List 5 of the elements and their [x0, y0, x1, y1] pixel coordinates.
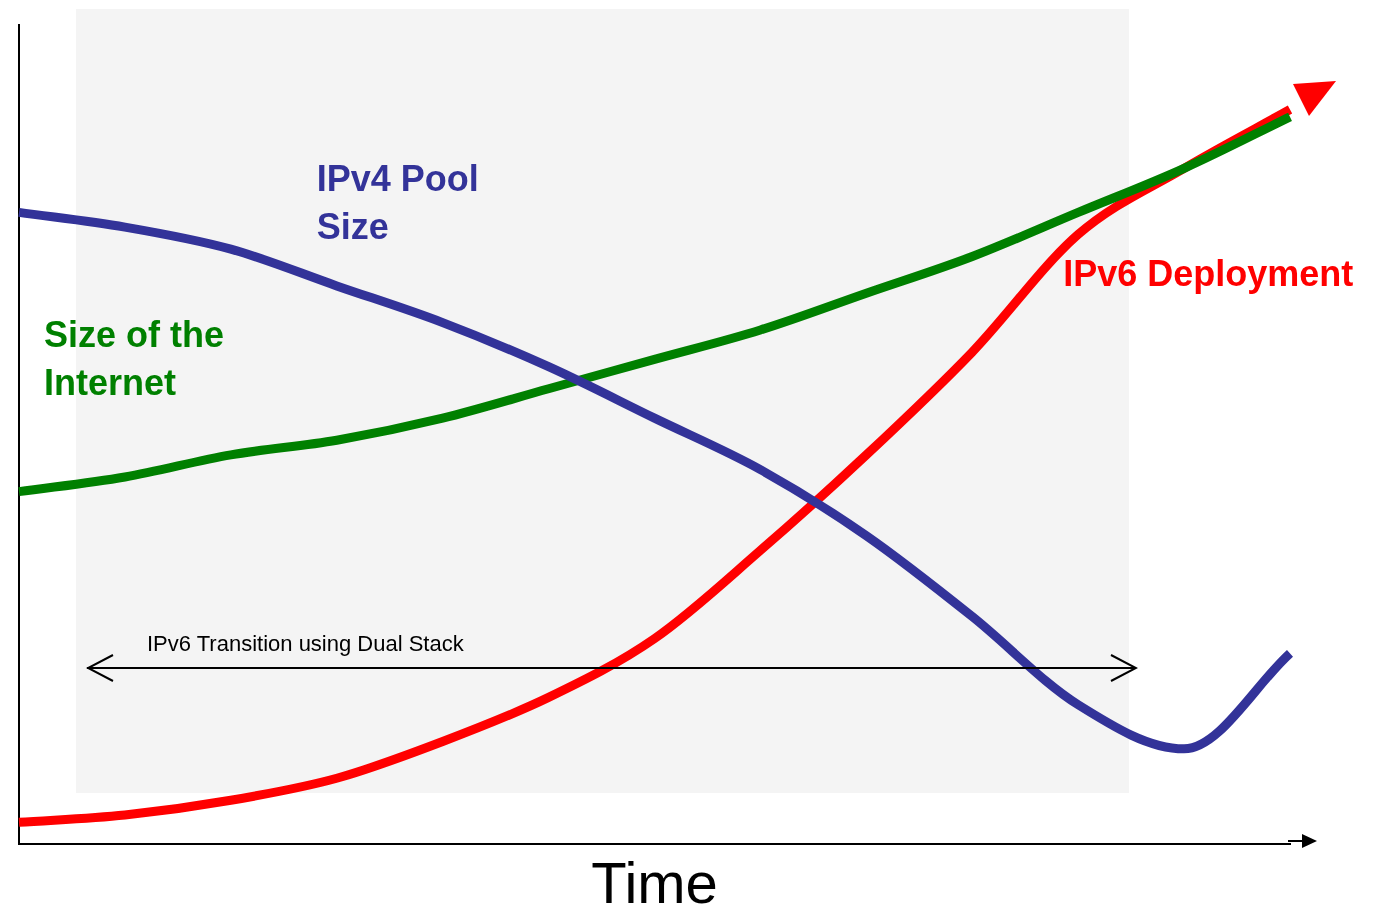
ref-line-label: IPv6 Transition using Dual Stack [147, 631, 465, 657]
series-label: IPv6 Deployment [1063, 253, 1354, 295]
series-label: IPv4 Pool Size [316, 157, 479, 247]
series-label: Size of the Internet [44, 313, 225, 403]
x-axis-title: Time [591, 850, 718, 916]
